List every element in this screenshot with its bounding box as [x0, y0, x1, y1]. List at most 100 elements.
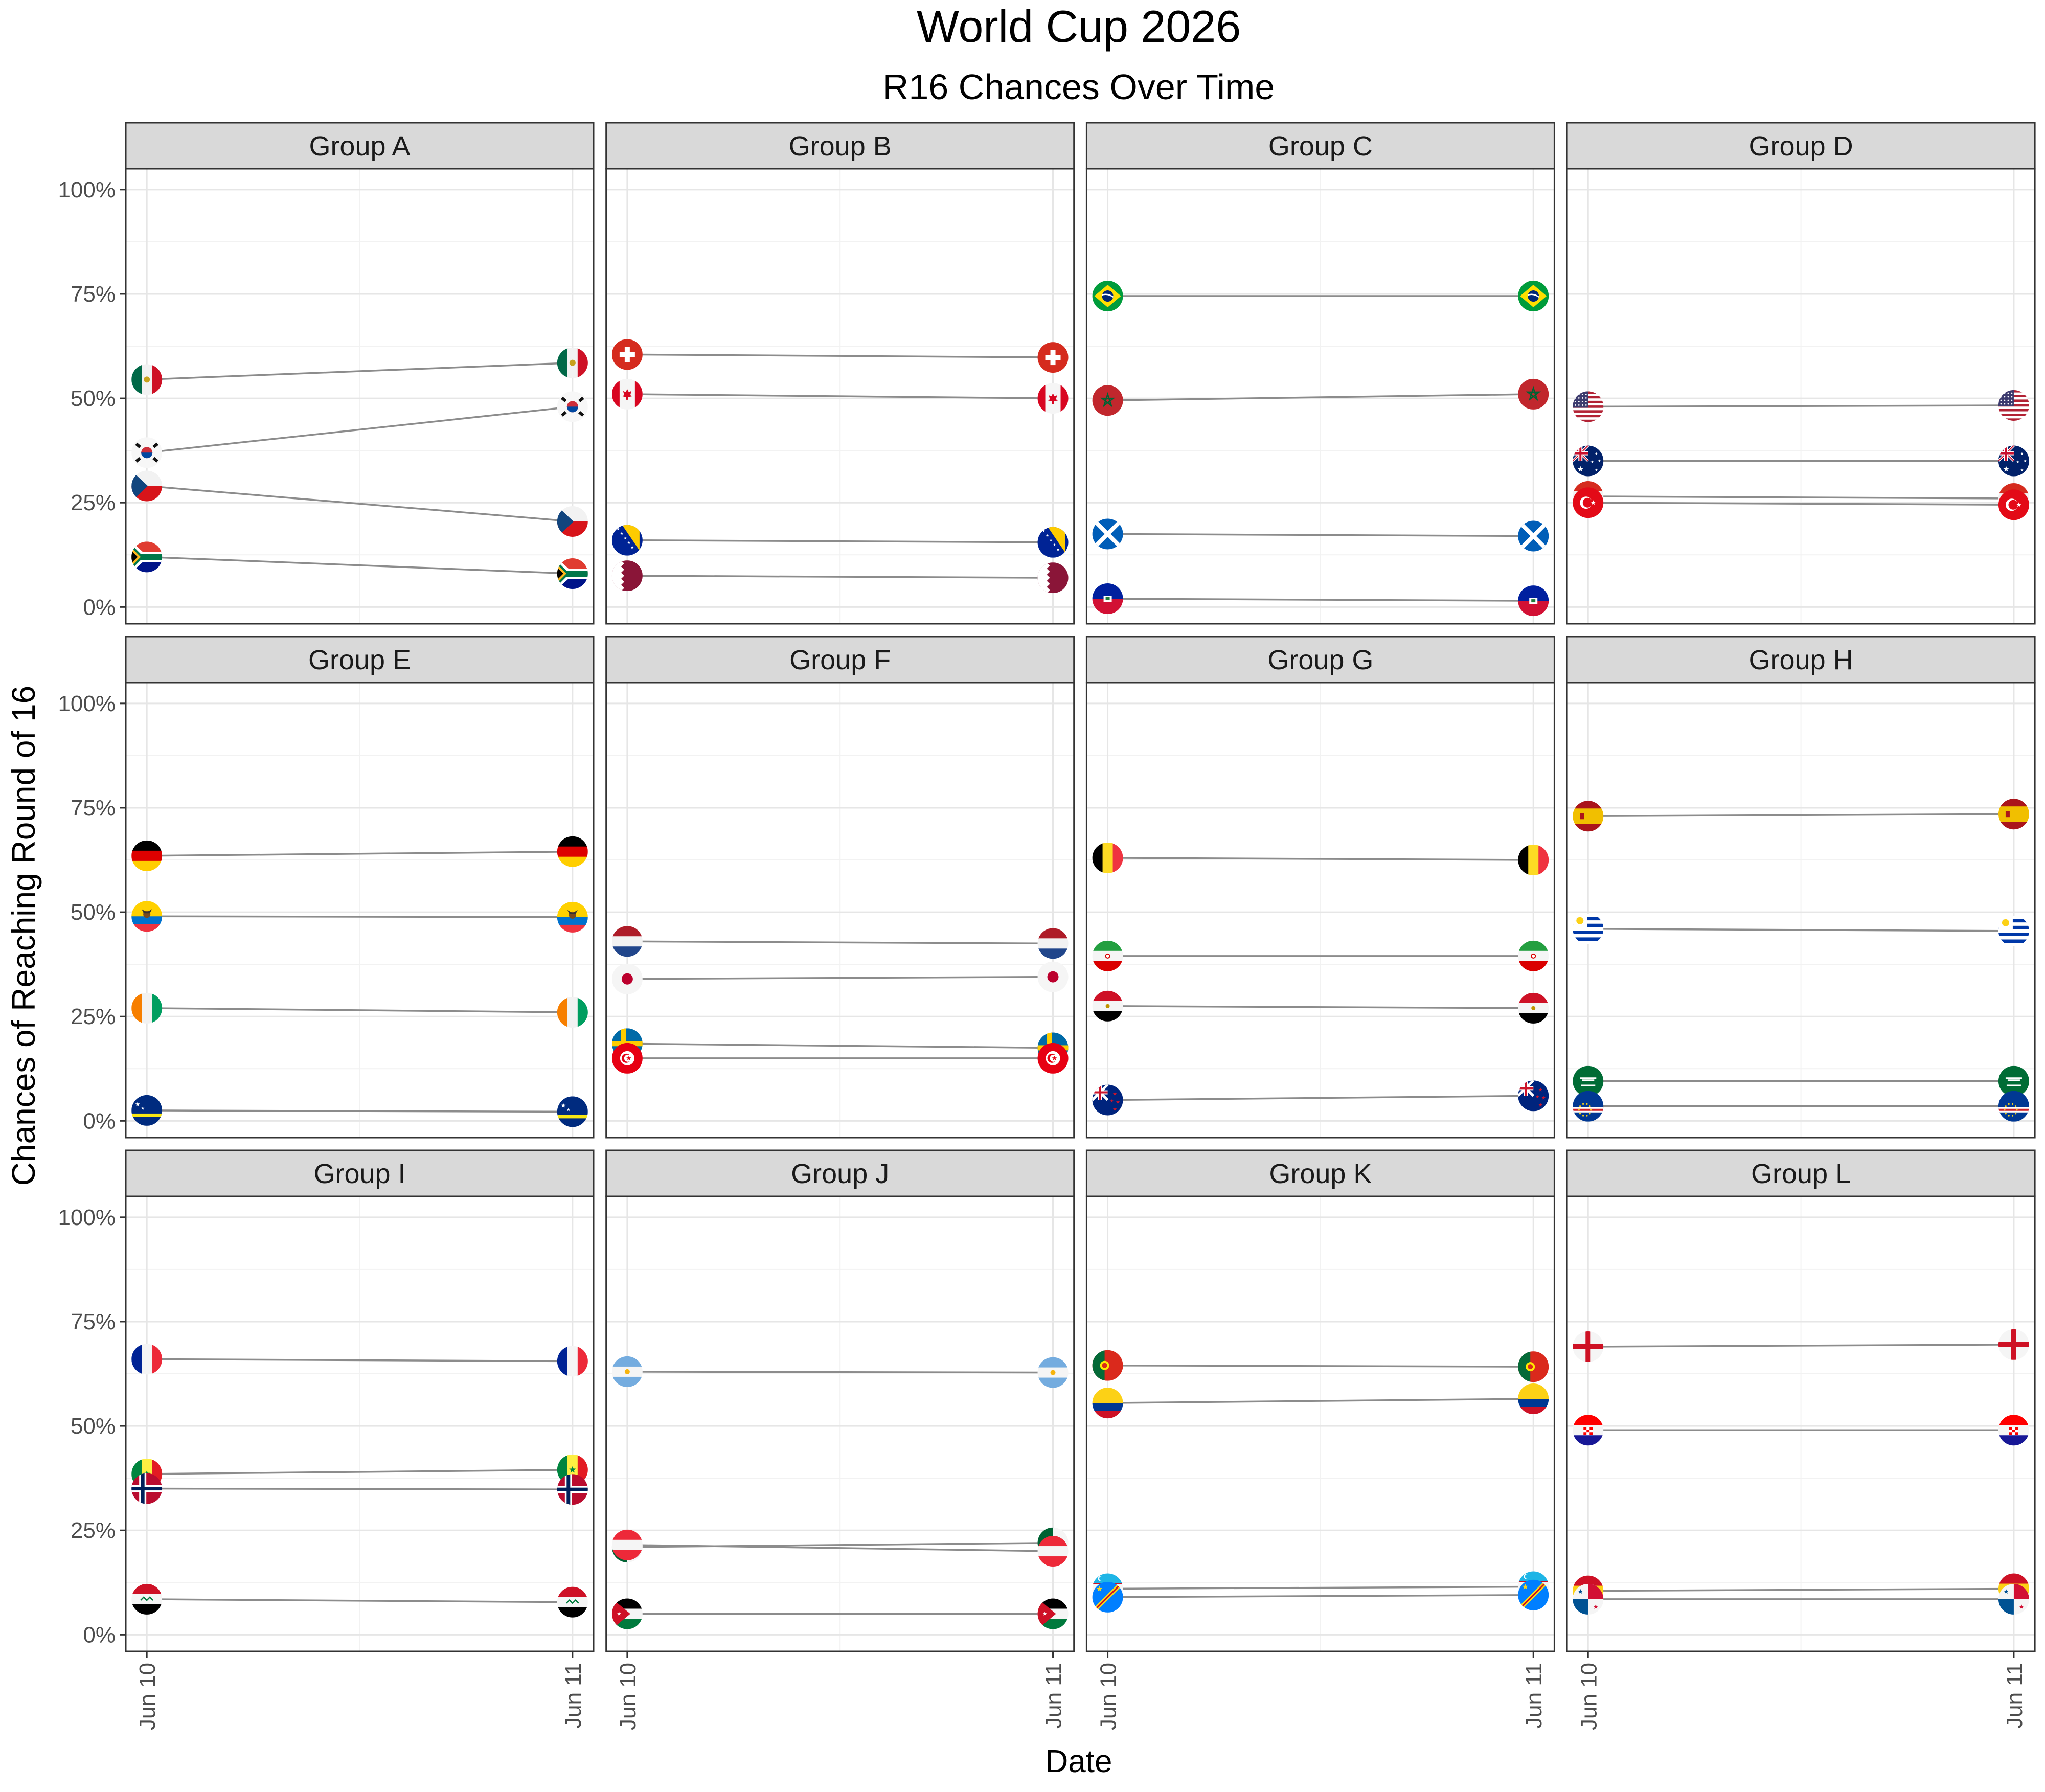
panel-group-a: Group A 0% 25% 50% 75% 100% [58, 122, 595, 625]
series-line-germany [147, 850, 573, 857]
facet-strip-label: Group I [313, 1159, 405, 1189]
portugal-flag-icon [1093, 1350, 1123, 1381]
series-line-norway [147, 1487, 573, 1490]
facet-strip-label: Group C [1268, 131, 1373, 162]
facet-strip [125, 1149, 595, 1197]
y-tick-label: 75% [71, 1309, 116, 1334]
panel-group-h: Group H [1566, 636, 2036, 1139]
facet-strip-label: Group G [1267, 645, 1373, 675]
series-line-canada [627, 393, 1053, 399]
series-line-ecuador [147, 915, 573, 918]
qatar-flag-icon [612, 560, 643, 591]
turkey-flag-icon [1998, 489, 2029, 520]
series-line-france [147, 1358, 573, 1363]
series-line-czechia [147, 485, 573, 523]
scotland-flag-icon [1518, 521, 1549, 552]
series-line-spain [1588, 813, 2014, 818]
facet-strip [125, 636, 595, 684]
y-tick-label: 25% [71, 1518, 116, 1543]
panel-group-b: Group B [605, 122, 1075, 625]
qatar-flag-icon [1038, 562, 1069, 593]
facet-strip [605, 1149, 1075, 1197]
south-korea-flag-icon [131, 437, 162, 468]
series-line-austria [627, 1544, 1053, 1552]
bosnia-flag-icon [612, 525, 643, 556]
x-tick-label: Jun 10 [1096, 1663, 1121, 1730]
turkey-flag-icon [1573, 487, 1603, 518]
facet-panels: Group A 0% 25% 50% 75% 100% Group B Group C Grou… [58, 122, 2036, 1730]
brazil-flag-icon [1518, 281, 1549, 311]
facet-strip-label: Group H [1749, 645, 1853, 675]
y-tick-label: 0% [83, 595, 116, 620]
series-line-new-zealand [1107, 1095, 1534, 1101]
x-tick-label: Jun 10 [616, 1663, 641, 1730]
facet-strip-label: Group E [308, 645, 411, 675]
new-zealand-flag-icon [1518, 1080, 1549, 1111]
japan-flag-icon [612, 964, 643, 994]
y-tick-label: 50% [71, 386, 116, 411]
morocco-flag-icon [1518, 379, 1549, 410]
facet-strip [1566, 1149, 2036, 1197]
series-line-haiti [1107, 598, 1534, 602]
y-tick-label: 75% [71, 796, 116, 821]
panama-flag-icon [1998, 1584, 2029, 1615]
series-line-sweden [627, 1042, 1053, 1049]
facet-strip-label: Group A [309, 131, 410, 162]
series-line-argentina [627, 1371, 1053, 1374]
series-line-uzbekistan [1107, 1585, 1534, 1590]
series-line-turkey [1588, 502, 2014, 506]
y-axis-title: Chances of Reaching Round of 16 [5, 686, 42, 1186]
chart-subtitle: R16 Chances Over Time [883, 67, 1275, 107]
y-tick-label: 25% [71, 1004, 116, 1029]
facet-strip-label: Group F [789, 645, 891, 675]
series-line-south-africa [147, 556, 573, 575]
dr-congo-flag-icon [1093, 1582, 1123, 1613]
panel-group-d: Group D [1566, 122, 2036, 625]
panel-group-f: Group F [605, 636, 1075, 1139]
series-line-mexico [147, 361, 573, 381]
facet-strip-label: Group B [789, 131, 892, 162]
series-line-morocco [1107, 393, 1534, 401]
x-tick-label: Jun 11 [1521, 1663, 1547, 1729]
cape-verde-flag-icon [1573, 1091, 1603, 1122]
y-tick-label: 50% [71, 900, 116, 925]
tunisia-flag-icon [1038, 1043, 1069, 1074]
series-line-belgium [1107, 857, 1534, 861]
facet-strip-label: Group K [1269, 1159, 1372, 1189]
series-line-senegal [147, 1469, 573, 1475]
tunisia-flag-icon [612, 1043, 643, 1074]
series-line-colombia [1107, 1398, 1534, 1404]
morocco-flag-icon [1093, 385, 1123, 416]
chart-title: World Cup 2026 [917, 1, 1241, 52]
y-tick-label: 0% [83, 1108, 116, 1133]
series-line-iraq [147, 1598, 573, 1603]
bosnia-flag-icon [1038, 527, 1069, 558]
scotland-flag-icon [1093, 518, 1123, 549]
facet-strip-label: Group J [791, 1159, 889, 1189]
canada-flag-icon [1038, 383, 1069, 414]
series-line-uruguay [1588, 927, 2014, 932]
series-line-curacao [147, 1109, 573, 1113]
dr-congo-flag-icon [1518, 1580, 1549, 1610]
x-tick-label: Jun 11 [1041, 1663, 1066, 1729]
series-line-bosnia [627, 539, 1053, 543]
facet-strip [125, 122, 595, 170]
facet-strip [1566, 636, 2036, 684]
x-tick-label: Jun 11 [2002, 1663, 2027, 1729]
australia-flag-icon [1998, 446, 2029, 477]
series-line-paraguay [1588, 495, 2014, 500]
series-line-england [1588, 1344, 2014, 1348]
facet-strip [1085, 636, 1555, 684]
x-tick-label: Jun 10 [135, 1663, 160, 1730]
panel-group-i: Group I 0% 25% 50% 75% 100% Jun 10 Jun 11 [58, 1149, 595, 1730]
norway-flag-icon [557, 1474, 588, 1505]
panel-group-c: Group C [1085, 122, 1555, 625]
norway-flag-icon [131, 1473, 162, 1504]
y-tick-label: 75% [71, 282, 116, 307]
series-line-switzerland [627, 353, 1053, 358]
curacao-flag-icon [557, 1096, 588, 1127]
panel-group-l: Group L Jun 10 Jun 11 [1566, 1149, 2036, 1730]
series-line-netherlands [627, 940, 1053, 945]
x-tick-label: Jun 11 [561, 1663, 586, 1729]
